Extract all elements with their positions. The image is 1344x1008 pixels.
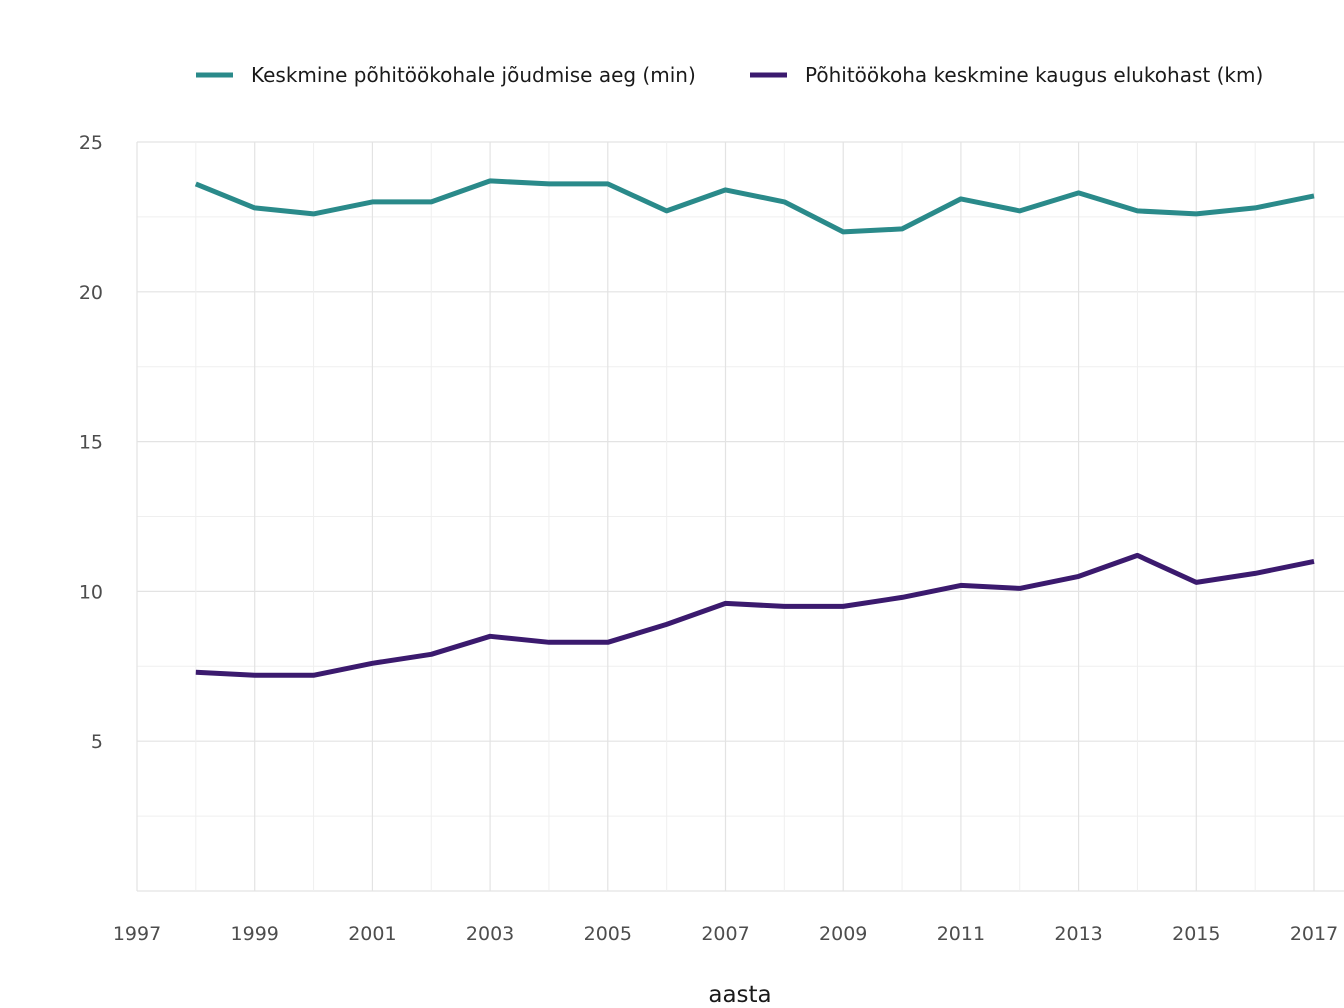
x-tick-label: 2001 — [348, 923, 396, 945]
legend-label-2: Põhitöökoha keskmine kaugus elukohast (k… — [805, 63, 1263, 87]
x-tick-label: 2009 — [819, 923, 867, 945]
y-axis: 5 10 15 20 25 — [79, 132, 103, 753]
x-tick-label: 2007 — [701, 923, 749, 945]
y-tick-label: 15 — [79, 432, 103, 454]
x-tick-label: 2011 — [937, 923, 985, 945]
x-tick-label: 2015 — [1172, 923, 1220, 945]
y-tick-label: 25 — [79, 132, 103, 154]
legend: Keskmine põhitöökohale jõudmise aeg (min… — [196, 63, 1263, 87]
x-tick-label: 1999 — [231, 923, 279, 945]
legend-label-1: Keskmine põhitöökohale jõudmise aeg (min… — [251, 63, 696, 87]
x-axis: 1997 1999 2001 2003 2005 2007 2009 2011 2013 2015… — [113, 923, 1338, 945]
y-tick-label: 20 — [79, 282, 103, 304]
series-line-2 — [195, 552, 1315, 678]
series-line-1 — [194, 178, 1315, 235]
x-tick-label: 2013 — [1054, 923, 1102, 945]
x-tick-label: 2003 — [466, 923, 514, 945]
x-tick-label: 2005 — [584, 923, 632, 945]
series-lines — [194, 178, 1315, 678]
y-tick-label: 10 — [79, 581, 103, 603]
x-tick-label: 1997 — [113, 923, 161, 945]
y-tick-label: 5 — [91, 731, 103, 753]
x-axis-title: aasta — [708, 982, 771, 1008]
grid — [136, 141, 1344, 892]
x-tick-label: 2017 — [1290, 923, 1338, 945]
